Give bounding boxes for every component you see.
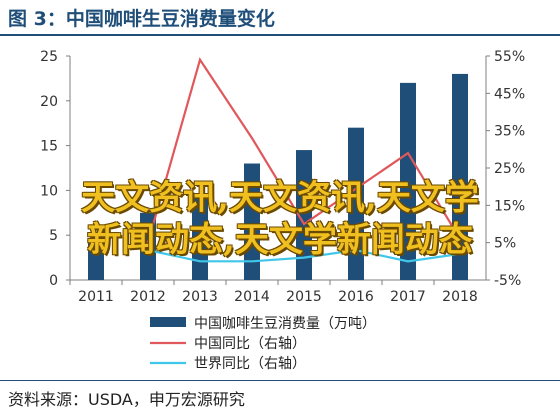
title-divider	[0, 34, 560, 36]
x-tick-label: 2015	[286, 289, 322, 305]
right-tick-label: 55%	[494, 49, 525, 65]
legend-label: 中国同比（右轴）	[194, 336, 306, 352]
x-tick-label: 2016	[338, 289, 374, 305]
left-tick-label: 10	[40, 183, 58, 199]
x-tick-label: 2017	[390, 289, 426, 305]
left-tick-label: 5	[49, 228, 58, 244]
x-tick-label: 2018	[442, 289, 478, 305]
right-tick-label: 15%	[494, 198, 525, 214]
left-tick-label: 15	[40, 139, 58, 155]
source-divider	[0, 380, 560, 381]
bar	[452, 73, 468, 280]
left-tick-label: 20	[40, 94, 58, 110]
x-tick-label: 2011	[78, 289, 114, 305]
right-tick-label: -5%	[494, 273, 521, 289]
source-note: 资料来源：USDA，申万宏源研究	[8, 390, 245, 409]
left-tick-label: 25	[40, 49, 58, 65]
bar	[400, 82, 416, 280]
right-tick-label: 5%	[494, 236, 516, 252]
legend-label: 世界同比（右轴）	[194, 356, 306, 372]
right-tick-label: 45%	[494, 86, 525, 102]
chart-canvas: 0 5 10 15 20 25 -5% 5% 15% 25% 35% 45% 55% 2011 2012 20…	[40, 49, 525, 372]
legend-swatch-bar	[150, 317, 186, 327]
series-line	[147, 249, 461, 263]
right-tick-label: 25%	[494, 161, 525, 177]
bar	[348, 127, 364, 281]
x-tick-label: 2013	[182, 289, 218, 305]
bar	[192, 194, 208, 280]
x-tick-label: 2012	[130, 289, 166, 305]
legend-label: 中国咖啡生豆消费量（万吨）	[194, 316, 376, 332]
x-tick-label: 2014	[234, 289, 270, 305]
series-line	[146, 57, 461, 243]
chart-title: 图 3：中国咖啡生豆消费量变化	[8, 8, 275, 30]
bar	[244, 163, 260, 280]
bar	[296, 150, 312, 280]
left-tick-label: 0	[49, 273, 58, 289]
bar	[88, 239, 104, 280]
right-tick-label: 35%	[494, 124, 525, 140]
